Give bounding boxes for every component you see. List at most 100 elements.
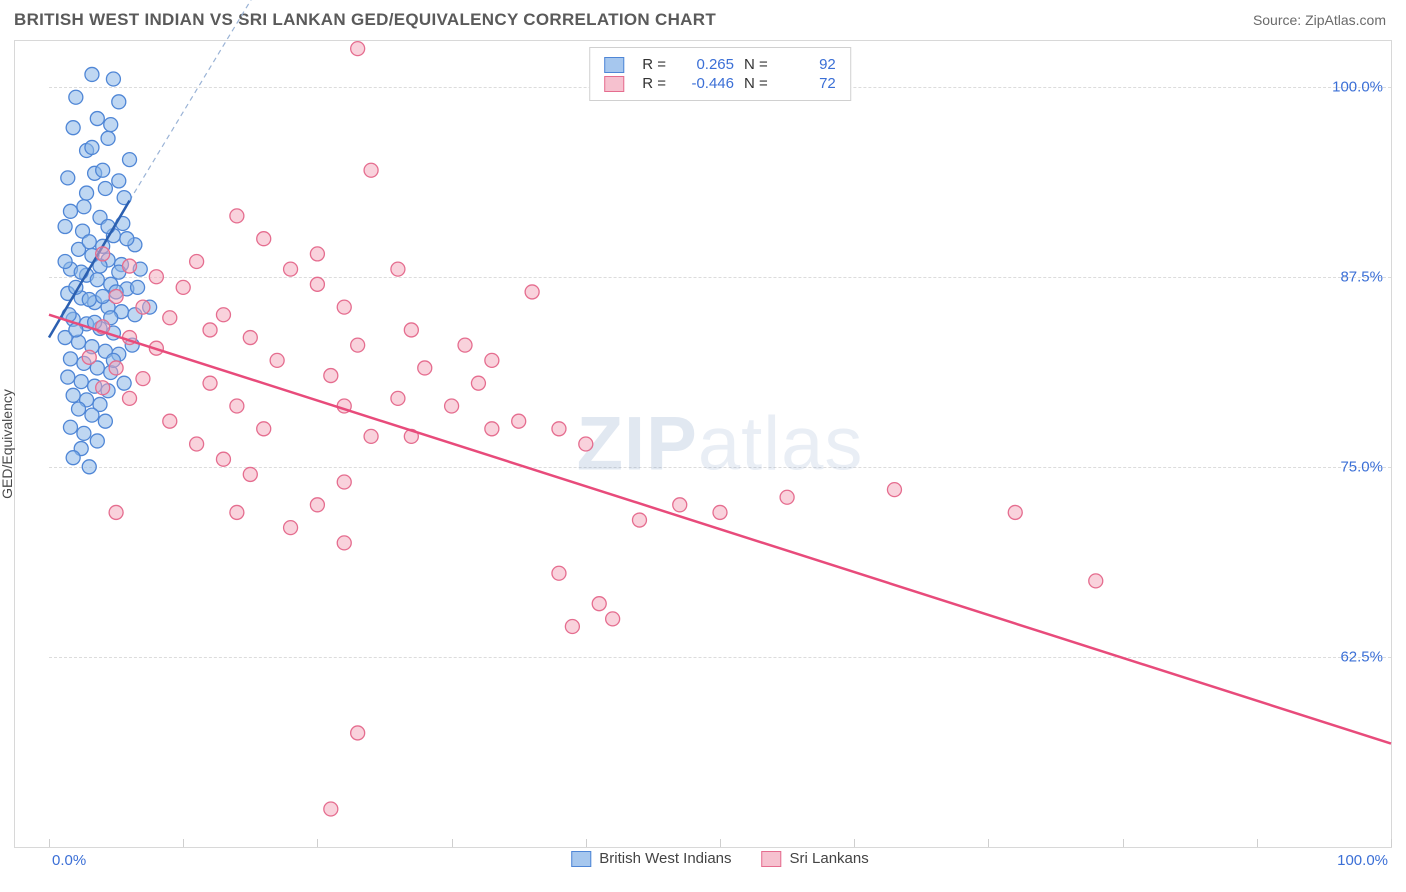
data-point (592, 597, 606, 611)
data-point (552, 422, 566, 436)
data-point (230, 209, 244, 223)
data-point (284, 521, 298, 535)
legend-swatch (604, 76, 624, 92)
data-point (216, 308, 230, 322)
stat-r-label: R = (642, 75, 666, 92)
legend-label: British West Indians (599, 850, 731, 867)
data-point (471, 376, 485, 390)
data-point (404, 323, 418, 337)
data-point (63, 420, 77, 434)
stats-row: R = -0.446 N = 72 (604, 75, 836, 92)
x-tick-mark (452, 839, 453, 847)
legend-swatch (762, 851, 782, 867)
data-point (61, 171, 75, 185)
data-point (337, 536, 351, 550)
stat-n-value: 92 (778, 56, 836, 73)
source-attribution: Source: ZipAtlas.com (1253, 12, 1386, 28)
data-point (96, 247, 110, 261)
data-point (104, 118, 118, 132)
data-point (66, 388, 80, 402)
data-point (77, 200, 91, 214)
data-point (101, 131, 115, 145)
data-point (112, 174, 126, 188)
data-point (485, 353, 499, 367)
data-point (136, 372, 150, 386)
data-point (85, 67, 99, 81)
stats-legend-box: R = 0.265 N = 92 R = -0.446 N = 72 (589, 47, 851, 101)
x-tick-mark (988, 839, 989, 847)
x-axis-min-label: 0.0% (52, 852, 86, 869)
data-point (163, 311, 177, 325)
x-tick-mark (1257, 839, 1258, 847)
data-point (96, 289, 110, 303)
data-point (270, 353, 284, 367)
data-point (82, 293, 96, 307)
data-point (418, 361, 432, 375)
data-point (109, 505, 123, 519)
data-point (98, 182, 112, 196)
data-point (190, 255, 204, 269)
stats-row: R = 0.265 N = 92 (604, 56, 836, 73)
data-point (63, 352, 77, 366)
data-point (90, 273, 104, 287)
y-axis-label: GED/Equivalency (0, 389, 15, 499)
data-point (257, 422, 271, 436)
data-point (310, 277, 324, 291)
data-point (66, 121, 80, 135)
x-tick-mark (720, 839, 721, 847)
data-point (176, 280, 190, 294)
legend-item: Sri Lankans (762, 850, 869, 867)
data-point (565, 619, 579, 633)
data-point (85, 408, 99, 422)
data-point (109, 289, 123, 303)
trend-line (49, 315, 1391, 744)
data-point (149, 270, 163, 284)
data-point (74, 375, 88, 389)
plot-area: 62.5%75.0%87.5%100.0% ZIPatlas R = 0.265… (49, 41, 1391, 847)
data-point (123, 153, 137, 167)
x-tick-mark (317, 839, 318, 847)
stat-r-value: 0.265 (676, 56, 734, 73)
data-point (61, 370, 75, 384)
legend-label: Sri Lankans (790, 850, 869, 867)
data-point (525, 285, 539, 299)
legend-item: British West Indians (571, 850, 731, 867)
data-point (337, 475, 351, 489)
chart-container: GED/Equivalency 62.5%75.0%87.5%100.0% ZI… (14, 40, 1392, 848)
data-point (69, 90, 83, 104)
x-tick-mark (1391, 839, 1392, 847)
data-point (243, 467, 257, 481)
stat-n-label: N = (744, 56, 768, 73)
stat-n-label: N = (744, 75, 768, 92)
data-point (230, 505, 244, 519)
data-point (131, 280, 145, 294)
data-point (58, 255, 72, 269)
data-point (82, 460, 96, 474)
data-point (77, 426, 91, 440)
data-point (606, 612, 620, 626)
data-point (90, 112, 104, 126)
data-point (364, 429, 378, 443)
x-tick-mark (49, 839, 50, 847)
x-tick-mark (586, 839, 587, 847)
data-point (1008, 505, 1022, 519)
data-point (90, 434, 104, 448)
data-point (109, 361, 123, 375)
data-point (82, 350, 96, 364)
data-point (391, 391, 405, 405)
data-point (324, 369, 338, 383)
data-point (310, 247, 324, 261)
data-point (310, 498, 324, 512)
data-point (713, 505, 727, 519)
data-point (96, 381, 110, 395)
x-tick-mark (854, 839, 855, 847)
chart-title: BRITISH WEST INDIAN VS SRI LANKAN GED/EQ… (14, 10, 716, 30)
data-point (632, 513, 646, 527)
data-point (324, 802, 338, 816)
data-point (136, 300, 150, 314)
data-point (445, 399, 459, 413)
data-point (364, 163, 378, 177)
data-point (58, 220, 72, 234)
data-point (552, 566, 566, 580)
data-point (123, 259, 137, 273)
